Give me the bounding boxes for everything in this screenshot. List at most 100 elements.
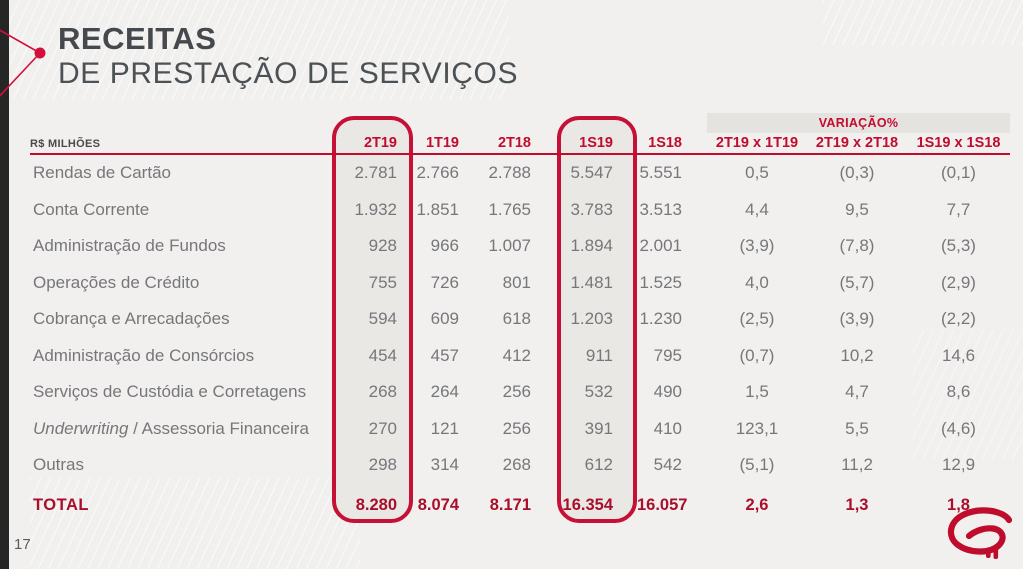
cell-1s19-x-1s18: 12,9 xyxy=(941,455,976,475)
column-header-2t19: 2T19 xyxy=(363,135,397,151)
column-header-1s19-x-1s18: 1S19 x 1S18 xyxy=(916,135,1001,151)
total-cell-2t18: 8.171 xyxy=(489,496,531,514)
row-label: Outras xyxy=(33,455,85,475)
table-row-administração-de-fundos: Administração de Fundos 928 966 1.007 1.894 2… xyxy=(30,228,1010,265)
table-header-row: R$ MILHÕES 2T19 1T19 2T18 1S19 1S18 2T19 x 1T… xyxy=(30,133,1010,155)
cell-2t19: 755 xyxy=(368,272,397,292)
cell-2t19-x-2t18: 10,2 xyxy=(840,345,874,365)
row-label: Conta Corrente xyxy=(33,199,150,219)
cell-2t19: 268 xyxy=(368,382,397,402)
total-label: TOTAL xyxy=(33,496,89,514)
page-number: 17 xyxy=(14,536,31,553)
cell-2t19: 928 xyxy=(368,236,397,256)
page-subtitle: DE PRESTAÇÃO DE SERVIÇOS xyxy=(58,57,519,91)
cell-2t19: 2.781 xyxy=(354,163,397,183)
table-row-administração-de-consórcios: Administração de Consórcios 454 457 412 911 7… xyxy=(30,338,1010,375)
cell-2t19: 454 xyxy=(368,345,397,365)
cell-1s19-x-1s18: 8,6 xyxy=(946,382,971,402)
cell-1s19: 391 xyxy=(584,418,613,438)
cell-1s19: 1.481 xyxy=(570,272,613,292)
cell-2t18: 412 xyxy=(502,345,531,365)
cell-2t19-x-1t19: 123,1 xyxy=(735,418,779,438)
cell-1s19-x-1s18: 7,7 xyxy=(946,199,971,219)
column-header-1s18: 1S18 xyxy=(648,135,682,151)
highlight-column-1S19 xyxy=(557,116,637,523)
row-label: Rendas de Cartão xyxy=(33,163,171,183)
cell-1s18: 3.513 xyxy=(639,199,682,219)
left-edge-bar xyxy=(0,0,9,569)
cell-2t19-x-2t18: (3,9) xyxy=(839,309,875,329)
row-label: Underwriting / Assessoria Financeira xyxy=(33,418,309,438)
cell-2t18: 256 xyxy=(502,382,531,402)
cell-1s19-x-1s18: (5,3) xyxy=(941,236,976,256)
cell-2t19-x-2t18: 9,5 xyxy=(845,199,869,219)
cell-2t19: 270 xyxy=(368,418,397,438)
cell-2t18: 268 xyxy=(502,455,531,475)
column-header-2t18: 2T18 xyxy=(497,135,531,151)
row-label: Serviços de Custódia e Corretagens xyxy=(33,382,307,402)
cell-2t18: 1.007 xyxy=(488,236,531,256)
table-row-serviços-de-custódia-e-correta: Serviços de Custódia e Corretagens 268 264… xyxy=(30,374,1010,411)
cell-1t19: 966 xyxy=(430,236,459,256)
cell-2t19: 594 xyxy=(368,309,397,329)
cell-1s19: 1.203 xyxy=(570,309,613,329)
slide-title-block: RECEITAS DE PRESTAÇÃO DE SERVIÇOS xyxy=(58,21,519,91)
cell-1s19: 3.783 xyxy=(570,199,613,219)
total-cell-1s19: 16.354 xyxy=(562,496,613,514)
page-title: RECEITAS xyxy=(58,21,217,56)
total-cell-2t19-x-1t19: 2,6 xyxy=(745,496,769,514)
column-header-1s19: 1S19 xyxy=(579,135,613,151)
cell-1s18: 490 xyxy=(653,382,682,402)
table-row-underwriting-/-assessoria-fina: Underwriting / Assessoria Financeira 270 1… xyxy=(30,411,1010,448)
cell-2t18: 256 xyxy=(502,418,531,438)
cell-2t18: 618 xyxy=(502,309,531,329)
cell-2t19-x-2t18: (0,3) xyxy=(839,163,875,183)
cell-2t19-x-2t18: (7,8) xyxy=(839,236,875,256)
cell-1t19: 457 xyxy=(430,345,459,365)
row-label: Operações de Crédito xyxy=(33,272,200,292)
cell-1s19: 612 xyxy=(584,455,613,475)
bradesco-logo-icon xyxy=(947,507,1013,559)
cell-2t19-x-1t19: (0,7) xyxy=(739,345,775,365)
row-label: Administração de Consórcios xyxy=(33,345,255,365)
cell-2t19-x-2t18: 4,7 xyxy=(845,382,869,402)
table-row-rendas-de-cartão: Rendas de Cartão 2.781 2.766 2.788 5.547 5.55… xyxy=(30,155,1010,192)
cell-2t19-x-1t19: (3,9) xyxy=(739,236,775,256)
cell-1s18: 1.230 xyxy=(639,309,682,329)
cell-1t19: 726 xyxy=(430,272,459,292)
cell-2t19-x-1t19: (2,5) xyxy=(739,309,775,329)
cell-2t19-x-1t19: (5,1) xyxy=(739,455,775,475)
cell-1s19: 911 xyxy=(585,345,613,365)
revenue-table: VARIAÇÃO% R$ MILHÕES 2T19 1T19 2T18 1S19 1S1… xyxy=(30,113,1010,528)
cell-2t19-x-1t19: 4,0 xyxy=(745,272,769,292)
cell-1t19: 1.851 xyxy=(416,199,459,219)
cell-1s18: 5.551 xyxy=(639,163,682,183)
highlight-column-2T19 xyxy=(332,116,413,523)
cell-1s19: 5.547 xyxy=(570,163,613,183)
total-cell-1s19-x-1s18: 1,8 xyxy=(947,496,970,514)
cell-2t19-x-2t18: (5,7) xyxy=(839,272,875,292)
cell-1s18: 795 xyxy=(653,345,682,365)
table-row-conta-corrente: Conta Corrente 1.932 1.851 1.765 3.783 3.513 4… xyxy=(30,192,1010,229)
cell-1s18: 1.525 xyxy=(639,272,682,292)
table-body: Rendas de Cartão 2.781 2.766 2.788 5.547 5.55… xyxy=(30,155,1010,484)
cell-1s19: 1.894 xyxy=(570,236,613,256)
column-header-1t19: 1T19 xyxy=(425,135,459,151)
cell-1s18: 542 xyxy=(653,455,682,475)
total-cell-2t19-x-2t18: 1,3 xyxy=(845,496,869,514)
cell-2t18: 2.788 xyxy=(488,163,531,183)
row-label: Cobrança e Arrecadações xyxy=(33,309,230,329)
hatch-texture-top-right xyxy=(823,0,1023,45)
table-row-cobrança-e-arrecadações: Cobrança e Arrecadações 594 609 618 1.203 1.2… xyxy=(30,301,1010,338)
cell-1s19: 532 xyxy=(584,382,613,402)
cell-1s19-x-1s18: (2,2) xyxy=(941,309,976,329)
cell-1t19: 314 xyxy=(430,455,459,475)
cell-2t19: 1.932 xyxy=(354,199,397,219)
total-cell-1t19: 8.074 xyxy=(417,496,459,514)
cell-2t19-x-1t19: 0,5 xyxy=(745,163,769,183)
variation-group-header: VARIAÇÃO% xyxy=(707,113,1010,133)
cell-1t19: 2.766 xyxy=(416,163,459,183)
cell-1t19: 121 xyxy=(430,418,459,438)
cell-1s18: 2.001 xyxy=(639,236,682,256)
cell-2t19-x-2t18: 11,2 xyxy=(841,455,873,475)
